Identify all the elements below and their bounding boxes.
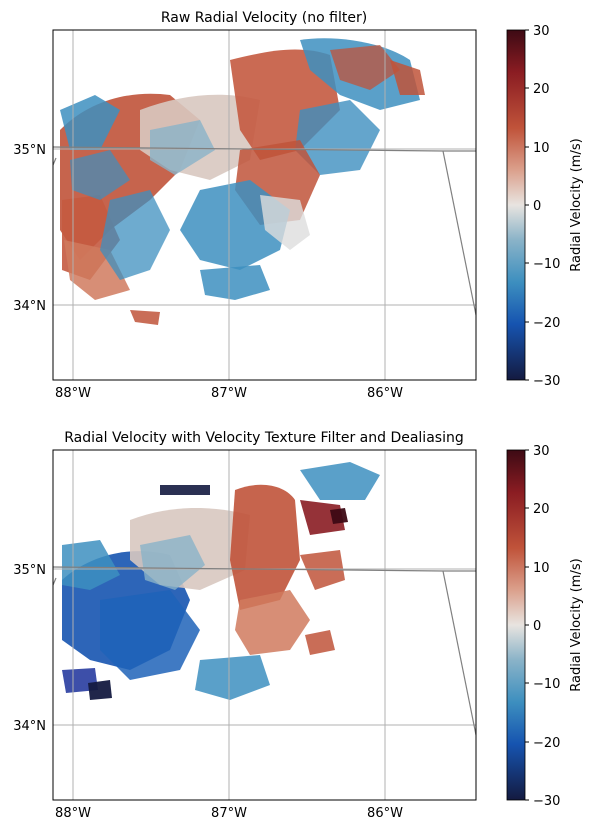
- lon-tick-labels: 88°W 87°W 86°W: [55, 386, 403, 401]
- lon-tick-87w: 87°W: [211, 386, 247, 401]
- cb-tick-m30: −30: [533, 794, 560, 809]
- colorbar-gradient: [506, 449, 526, 801]
- colorbar-tick-labels: 30 20 10 0 −10 −20 −30: [533, 24, 560, 389]
- cb-tick-10: 10: [533, 141, 550, 156]
- colorbar-ticks: [525, 449, 529, 801]
- cb-tick-10: 10: [533, 561, 550, 576]
- map-area: [53, 450, 476, 800]
- cb-tick-20: 20: [533, 502, 550, 517]
- lon-tick-88w: 88°W: [55, 806, 91, 821]
- lat-tick-34n: 34°N: [13, 719, 46, 734]
- lon-tick-86w: 86°W: [367, 386, 403, 401]
- map-frame: [52, 449, 477, 801]
- colorbar-label: Radial Velocity (m/s): [569, 558, 584, 691]
- cb-tick-m20: −20: [533, 736, 560, 751]
- colorbar: 30 20 10 0 −10 −20 −30 Radial Velocity (…: [506, 24, 584, 389]
- map-frame: [52, 29, 477, 381]
- cb-tick-m10: −10: [533, 257, 560, 272]
- cb-tick-m30: −30: [533, 374, 560, 389]
- cb-tick-30: 30: [533, 444, 550, 459]
- panel-filtered-velocity: Radial Velocity with Velocity Texture Fi…: [13, 430, 584, 821]
- lat-tick-labels: 35°N 34°N: [13, 143, 46, 314]
- lat-tick-34n: 34°N: [13, 299, 46, 314]
- cb-tick-30: 30: [533, 24, 550, 39]
- colorbar-label: Radial Velocity (m/s): [569, 138, 584, 271]
- colorbar-tick-labels: 30 20 10 0 −10 −20 −30: [533, 444, 560, 809]
- lat-tick-35n: 35°N: [13, 143, 46, 158]
- lon-tick-labels: 88°W 87°W 86°W: [55, 806, 403, 821]
- map-area: [53, 30, 476, 380]
- cb-tick-m20: −20: [533, 316, 560, 331]
- lat-tick-labels: 35°N 34°N: [13, 563, 46, 734]
- lon-tick-87w: 87°W: [211, 806, 247, 821]
- lat-tick-35n: 35°N: [13, 563, 46, 578]
- colorbar: 30 20 10 0 −10 −20 −30 Radial Velocity (…: [506, 444, 584, 809]
- colorbar-ticks: [525, 29, 529, 381]
- radar-echoes: [62, 462, 380, 700]
- panel-title: Raw Radial Velocity (no filter): [161, 10, 367, 26]
- cb-tick-m10: −10: [533, 677, 560, 692]
- cb-tick-0: 0: [533, 619, 541, 634]
- colorbar-gradient: [506, 29, 526, 381]
- panel-title: Radial Velocity with Velocity Texture Fi…: [64, 430, 463, 446]
- radar-echoes: [60, 38, 425, 325]
- cb-tick-0: 0: [533, 199, 541, 214]
- cb-tick-20: 20: [533, 82, 550, 97]
- panel-raw-velocity: Raw Radial Velocity (no filter): [13, 10, 584, 401]
- lon-tick-86w: 86°W: [367, 806, 403, 821]
- lon-tick-88w: 88°W: [55, 386, 91, 401]
